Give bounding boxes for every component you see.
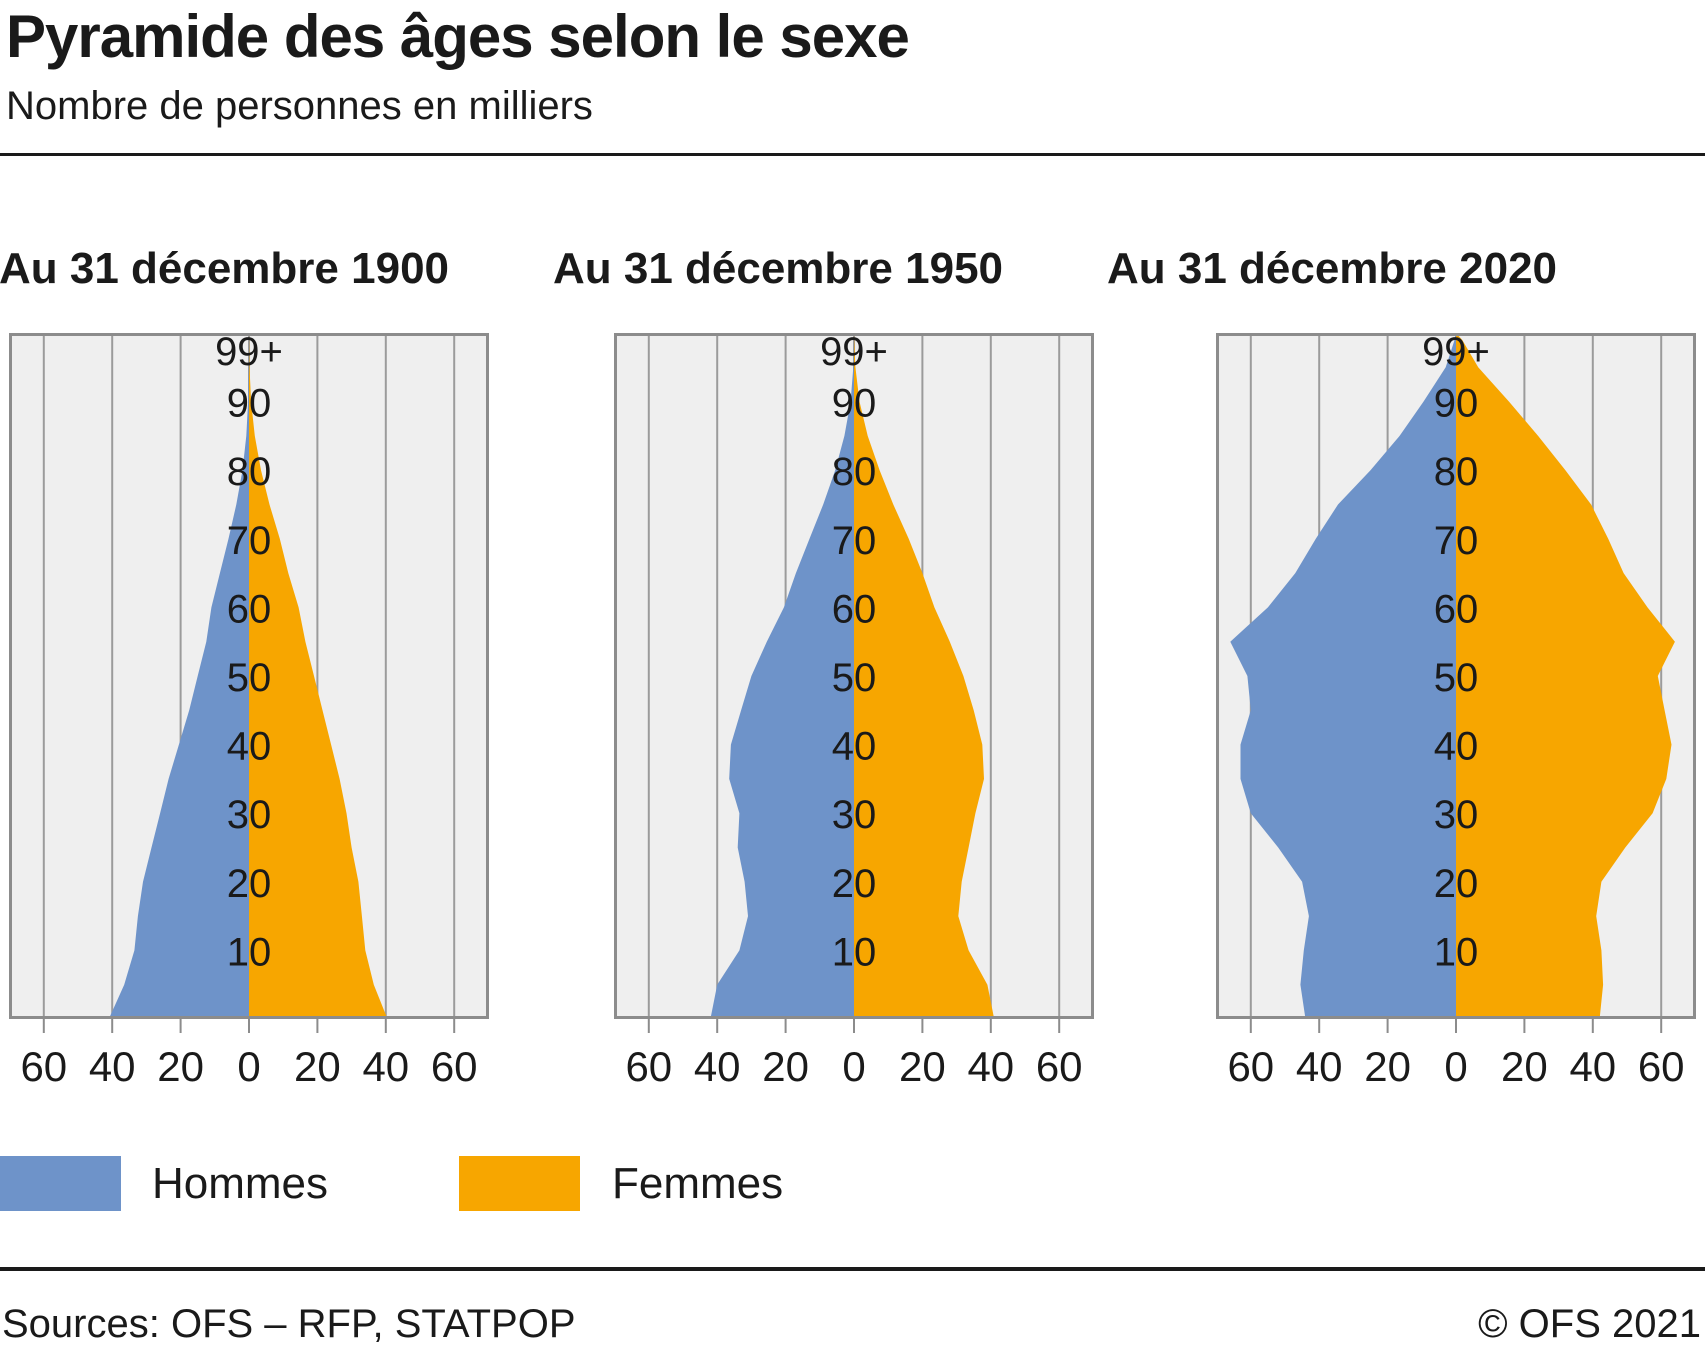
age-axis-label: 50 [227,656,272,700]
header-divider [0,153,1705,156]
age-axis-label: 80 [227,450,272,494]
panel-title: Au 31 décembre 1900 [0,244,450,293]
age-axis-label: 70 [832,519,877,563]
x-axis-label: 20 [762,1043,809,1090]
x-axis-label: 40 [1569,1043,1617,1090]
x-axis-label: 20 [1501,1043,1548,1090]
age-axis-label: 40 [227,725,272,769]
age-axis-label: 10 [227,930,272,974]
age-axis-label: 40 [1434,725,1479,769]
age-axis-label: 60 [832,587,877,631]
page-subtitle: Nombre de personnes en milliers [6,84,593,128]
x-axis-label: 0 [1444,1043,1468,1090]
age-axis-label: 99+ [215,333,283,374]
femmes-area [249,333,388,1019]
x-axis-label: 60 [20,1043,68,1090]
x-axis-labels: 60 40 20 0 20 40 60 [9,1043,489,1093]
legend: Hommes Femmes [0,1156,1705,1211]
plot-border [614,333,1094,1019]
age-axis-label: 10 [1434,930,1479,974]
panel-title: Au 31 décembre 1950 [552,244,1004,293]
age-axis-label: 20 [227,862,272,906]
x-axis-label: 40 [362,1043,410,1090]
x-axis-label: 0 [842,1043,866,1090]
pyramid-2020: 10 20 30 40 50 60 70 80 90 99+ [1216,333,1696,1033]
age-axis-label: 99+ [1422,333,1490,374]
x-axis-label: 20 [899,1043,946,1090]
age-axis-label: 80 [832,450,877,494]
age-axis-label: 80 [1434,450,1479,494]
age-axis-label: 50 [832,656,877,700]
sources-text: Sources: OFS – RFP, STATPOP [2,1302,576,1346]
age-axis-label: 60 [227,587,272,631]
femmes-area [1456,333,1675,1019]
age-axis-label: 70 [1434,519,1479,563]
x-axis-label: 60 [1637,1043,1685,1090]
plot-border [1216,333,1696,1019]
age-axis-label: 50 [1434,656,1479,700]
x-axis-label: 20 [1364,1043,1411,1090]
age-axis-label: 10 [832,930,877,974]
age-axis-label: 60 [1434,587,1479,631]
age-axis-label: 90 [832,382,877,426]
x-axis-label: 20 [294,1043,341,1090]
x-axis-label: 60 [430,1043,478,1090]
legend-swatch-hommes [0,1156,121,1211]
age-axis-label: 20 [1434,862,1479,906]
x-axis-label: 40 [967,1043,1015,1090]
age-axis-label: 99+ [820,333,888,374]
x-axis-label: 60 [1227,1043,1275,1090]
legend-label-femmes: Femmes [612,1159,784,1208]
x-axis-label: 60 [1035,1043,1083,1090]
plot-border [9,333,489,1019]
x-axis-label: 40 [1295,1043,1343,1090]
x-axis-label: 40 [693,1043,741,1090]
page-title: Pyramide des âges selon le sexe [6,3,910,70]
legend-label-hommes: Hommes [152,1159,329,1208]
pyramid-1900: 10 20 30 40 50 60 70 80 90 99+ [9,333,489,1033]
age-axis-label: 30 [1434,793,1479,837]
x-axis-labels: 60 40 20 0 20 40 60 [1216,1043,1696,1093]
age-axis-label: 30 [832,793,877,837]
hommes-area [1230,333,1456,1019]
age-axis-label: 20 [832,862,877,906]
hommes-area [108,333,249,1019]
x-axis-label: 60 [625,1043,673,1090]
age-axis-label: 40 [832,725,877,769]
footer-divider [0,1267,1705,1271]
panel-title: Au 31 décembre 2020 [1106,244,1558,293]
age-axis-label: 90 [1434,382,1479,426]
x-axis-label: 20 [157,1043,204,1090]
age-axis-label: 90 [227,382,272,426]
x-axis-label: 40 [88,1043,136,1090]
legend-swatch-femmes [459,1156,580,1211]
age-axis-label: 30 [227,793,272,837]
x-axis-label: 0 [237,1043,261,1090]
age-axis-label: 70 [227,519,272,563]
femmes-area [854,333,995,1019]
hommes-area [710,333,854,1019]
copyright-text: © OFS 2021 [1478,1302,1701,1346]
pyramid-1950: 10 20 30 40 50 60 70 80 90 99+ [614,333,1094,1033]
x-axis-labels: 60 40 20 0 20 40 60 [614,1043,1094,1093]
